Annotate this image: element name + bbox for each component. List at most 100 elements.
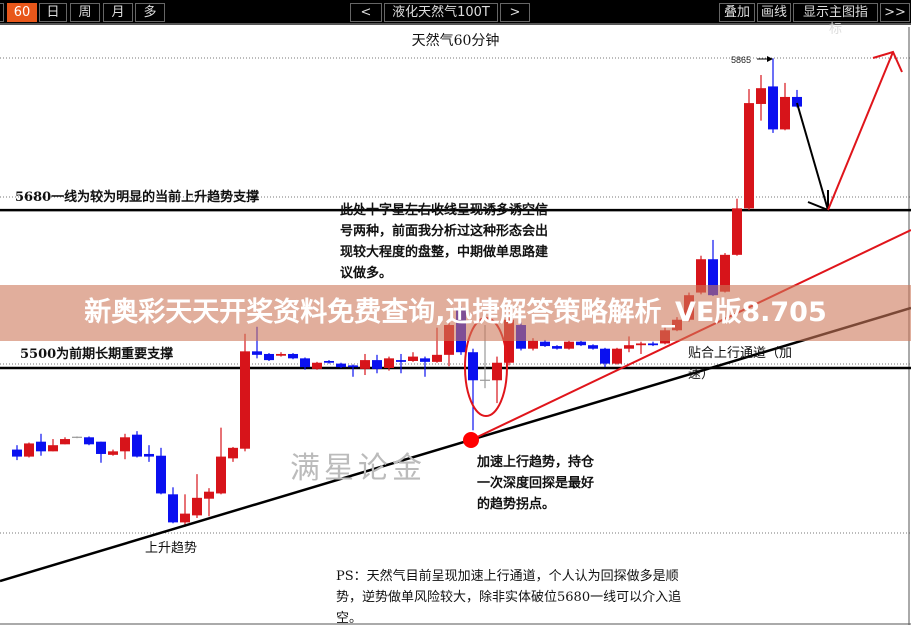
candle [228,446,238,462]
candle-body [732,208,742,255]
candle [276,352,286,357]
overlay-banner: 新奥彩天天开奖资料免费查询,迅捷解答策略解析_VE版8.705 [0,285,911,341]
candle-body [624,345,634,349]
pivot-point-marker [463,432,479,448]
annotation-line: 空。 [336,611,363,626]
period-day-button[interactable]: 日 [39,3,67,22]
support-5500-label: 5500为前期长期重要支撑 [20,347,174,362]
candle-body [300,358,310,368]
candle [468,348,478,431]
candle-body [708,259,718,296]
candle-body [408,356,418,361]
candle-body [24,443,34,457]
candle [588,344,598,350]
channel-annotation: 贴合上行通道（加 速） [688,343,792,385]
prev-symbol-button[interactable]: < [350,3,382,22]
annotation-line: 的趋势拐点。 [477,497,556,512]
candle-body [744,103,754,209]
candle-body [372,360,382,369]
candle [300,357,310,370]
annotation-line: 议做多。 [340,266,393,281]
candle-body [12,449,22,457]
candle [108,449,118,456]
candle-body [204,491,214,499]
period-week-button[interactable]: 周 [70,3,100,22]
candle-body [96,441,106,454]
symbol-selector[interactable]: 液化天然气100T [384,3,498,22]
candle-body [312,362,322,369]
period-60-button[interactable]: 60 [7,3,37,22]
accelerate-annotation: 加速上行趋势，持仓 一次深度回探是最好 的趋势拐点。 [477,452,594,515]
candle [288,353,298,360]
candle-body [108,451,118,455]
annotation-line: 贴合上行通道（加 [688,346,793,361]
candle-body [324,360,334,363]
candle-body [540,341,550,347]
candle-body [264,353,274,361]
annotation-line: 一次深度回探是最好 [477,476,595,491]
candle [348,364,358,377]
chart-title: 天然气60分钟 [411,33,500,49]
annotation-line: PS：天然气目前呈现加速上行通道，个人认为回探做多是顺 [336,569,679,584]
candle-body [288,353,298,359]
candle [396,353,406,374]
candle-body [168,494,178,523]
overlay-button[interactable]: 叠加 [719,3,755,22]
candle [204,488,214,517]
candle-body [240,351,250,449]
pullback-arrow [796,102,829,212]
candle-body [492,362,502,381]
candle [60,437,70,445]
candle-body [396,360,406,362]
candle [12,445,22,461]
candle [168,487,178,524]
annotation-line: 号两种，前面我分析过这种形态会出 [340,224,549,239]
candle-body [144,453,154,457]
candle-body [528,340,538,349]
candle [768,58,778,133]
candle [96,441,106,463]
candle-body [180,513,190,523]
candle [408,352,418,362]
main-indicator-button[interactable]: 显示主图指标 [793,3,878,37]
period-multi-button[interactable]: 多 [135,3,165,22]
candle [576,340,586,347]
candle-body [780,96,790,130]
candle-body [648,343,658,346]
draw-line-button[interactable]: 画线 [757,3,791,22]
candle [324,360,334,364]
annotation-line: 势，逆势做单风险较大，除非实体破位5680一线可以介入追 [336,590,682,605]
candle-body [420,358,430,362]
candle [648,341,658,347]
candle-body [384,358,394,368]
uptrend-label: 上升趋势 [145,541,198,556]
candle-body [120,437,130,452]
candle [372,354,382,374]
candle-body [600,348,610,364]
toolbar-overflow-button[interactable] [0,3,4,22]
more-button[interactable]: >> [880,3,910,22]
candle-body [768,86,778,130]
candle [732,198,742,256]
candle [120,433,130,460]
candle [744,89,754,211]
candle [180,494,190,527]
candle-body [228,447,238,459]
candle [84,436,94,446]
candle [24,442,34,458]
candle [600,347,610,368]
candle [156,447,166,495]
candle-body [36,441,46,452]
support-5680-label: 5680一线为较为明显的当前上升趋势支撑 [15,190,260,205]
candle [384,356,394,371]
candle-body [552,346,562,349]
next-symbol-button[interactable]: > [500,3,530,22]
candle [756,75,766,121]
candle-body [432,354,442,362]
period-month-button[interactable]: 月 [103,3,133,22]
candle-body [792,96,802,107]
watermark: 满星论金 [290,451,426,486]
annotation-line: 加速上行趋势，持仓 [477,455,595,470]
candle [72,436,82,439]
candle-body [156,455,166,494]
